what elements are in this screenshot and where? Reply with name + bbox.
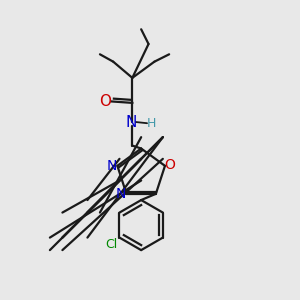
Text: N: N: [107, 159, 117, 173]
Text: O: O: [99, 94, 111, 109]
Text: Cl: Cl: [106, 238, 118, 250]
Text: O: O: [164, 158, 175, 172]
Text: N: N: [125, 115, 136, 130]
Text: H: H: [146, 117, 156, 130]
Text: N: N: [116, 187, 126, 201]
